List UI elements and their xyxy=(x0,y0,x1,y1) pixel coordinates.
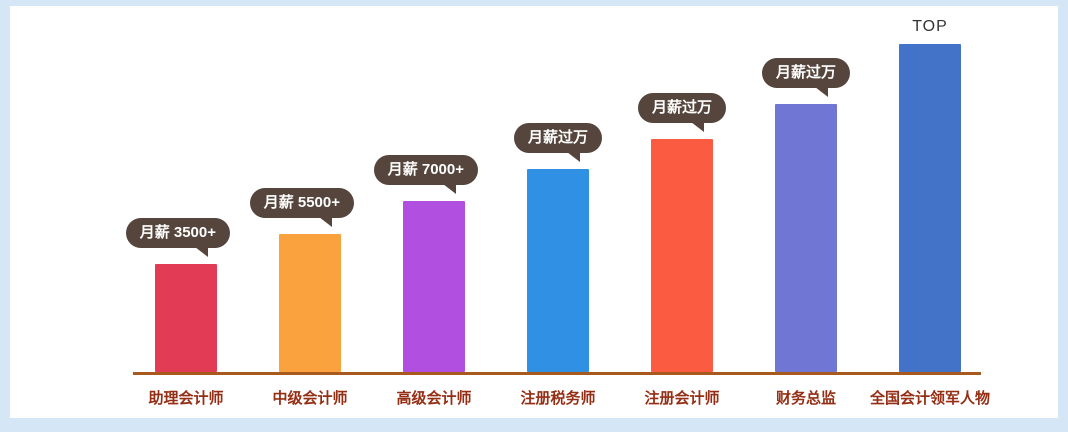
salary-bubble: 月薪 3500+ xyxy=(125,218,230,257)
chart-column-3: 月薪 7000+ xyxy=(372,6,496,372)
category-label-7: 全国会计领军人物 xyxy=(869,390,990,407)
salary-bubble: 月薪过万 xyxy=(637,93,726,132)
category-label-1: 助理会计师 xyxy=(148,390,224,407)
salary-bubble: 月薪 5500+ xyxy=(249,188,354,227)
category-label-5: 注册会计师 xyxy=(644,390,720,407)
category-label-2: 中级会计师 xyxy=(272,390,348,407)
chart-column-4: 月薪过万 xyxy=(496,6,620,372)
salary-bubble: 月薪过万 xyxy=(513,123,602,162)
chart-column-2: 月薪 5500+ xyxy=(248,6,372,372)
bar-2 xyxy=(279,234,341,372)
category-label-6: 财务总监 xyxy=(775,390,836,407)
chart-column-5: 月薪过万 xyxy=(620,6,744,372)
chart-column-7: TOP xyxy=(868,6,992,372)
bar-3 xyxy=(403,201,465,372)
bar-1 xyxy=(155,264,217,372)
category-label-3: 高级会计师 xyxy=(396,390,472,407)
category-label-4: 注册税务师 xyxy=(520,390,596,407)
salary-bubble: 月薪过万 xyxy=(761,58,850,97)
bar-7 xyxy=(899,44,961,372)
chart-column-6: 月薪过万 xyxy=(744,6,868,372)
salary-bubble: 月薪 7000+ xyxy=(373,155,478,194)
chart-column-1: 月薪 3500+ xyxy=(124,6,248,372)
top-label: TOP xyxy=(912,18,948,35)
bar-5 xyxy=(651,139,713,372)
x-axis-line xyxy=(133,372,981,375)
bar-4 xyxy=(527,169,589,372)
bar-6 xyxy=(775,104,837,372)
chart-canvas: 月薪 3500+ 月薪 5500+ 月薪 7000+ 月薪过万 月薪过万 月薪过万 TOP … xyxy=(10,6,1058,418)
